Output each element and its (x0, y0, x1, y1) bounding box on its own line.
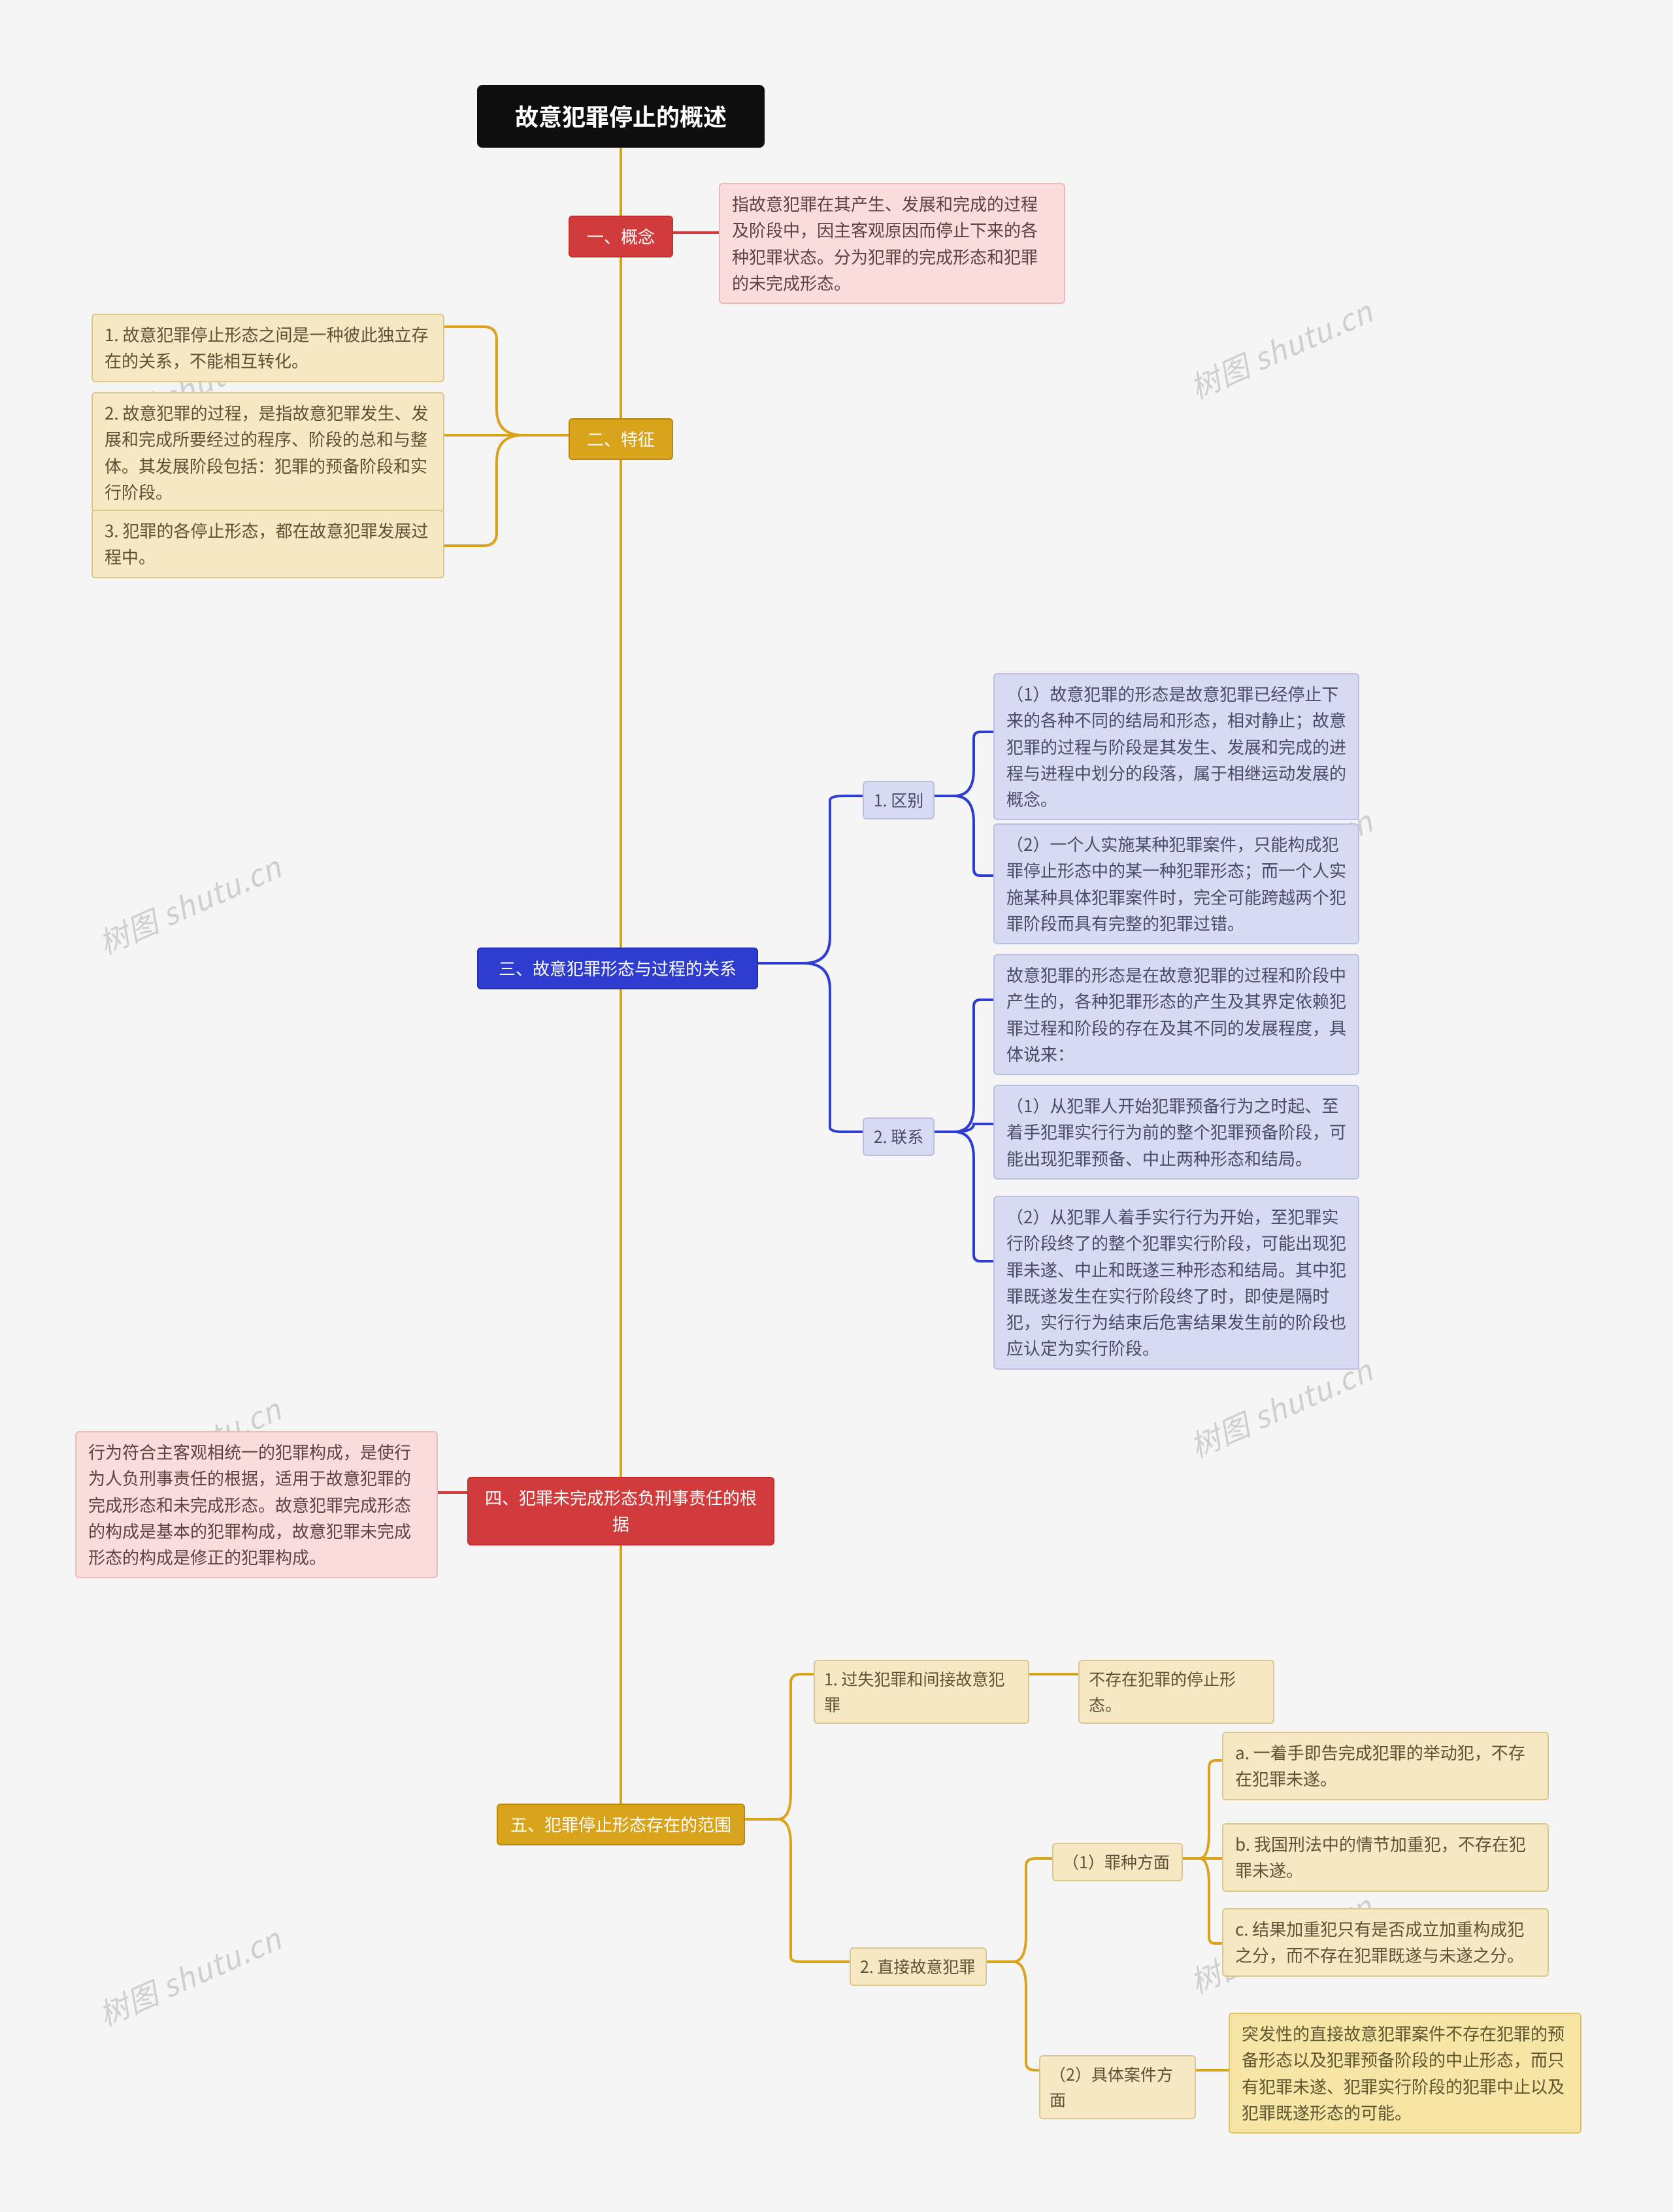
edge (444, 327, 569, 435)
section-5-scope: 五、犯罪停止形态存在的范围 (497, 1804, 745, 1845)
card-3a2: （2）一个人实施某种犯罪案件，只能构成犯罪停止形态中的某一种犯罪形态；而一个人实… (993, 823, 1359, 944)
edge (758, 963, 863, 1132)
edge (444, 435, 569, 546)
card-3b1: （1）从犯罪人开始犯罪预备行为之时起、至着手犯罪实行行为前的整个犯罪预备阶段，可… (993, 1085, 1359, 1180)
section-1-concept: 一、概念 (569, 216, 673, 257)
section-3-relation: 三、故意犯罪形态与过程的关系 (477, 948, 758, 989)
edge (758, 796, 863, 963)
edge (935, 1124, 993, 1132)
edge (935, 1000, 993, 1132)
watermark-text: 树图 shutu.cn (91, 844, 288, 963)
card-3b2: （2）从犯罪人着手实行行为开始，至犯罪实行阶段终了的整个犯罪实行阶段，可能出现犯… (993, 1196, 1359, 1370)
edge (935, 1132, 993, 1261)
card-2b: 2. 故意犯罪的过程，是指故意犯罪发生、发展和完成所要经过的程序、阶段的总和与整… (91, 392, 444, 513)
edge (935, 732, 993, 796)
card-1a: 指故意犯罪在其产生、发展和完成的过程及阶段中，因主客观原因而停止下来的各种犯罪状… (719, 183, 1065, 304)
card-5b1a: a. 一着手即告完成犯罪的举动犯，不存在犯罪未遂。 (1222, 1732, 1549, 1800)
section-2-features: 二、特征 (569, 418, 673, 460)
card-5b1b: b. 我国刑法中的情节加重犯，不存在犯罪未遂。 (1222, 1823, 1549, 1892)
node-5a: 1. 过失犯罪和间接故意犯罪 (814, 1660, 1029, 1724)
edge (745, 1674, 814, 1819)
node-3b-connection: 2. 联系 (863, 1117, 935, 1156)
card-3b0: 故意犯罪的形态是在故意犯罪的过程和阶段中产生的，各种犯罪形态的产生及其界定依赖犯… (993, 954, 1359, 1075)
card-3a1: （1）故意犯罪的形态是故意犯罪已经停止下来的各种不同的结局和形态，相对静止；故意… (993, 673, 1359, 820)
watermark-text: 树图 shutu.cn (1183, 289, 1380, 408)
node-5b: 2. 直接故意犯罪 (850, 1947, 987, 1986)
node-5b2: （2）具体案件方面 (1039, 2055, 1196, 2119)
card-4a: 行为符合主客观相统一的犯罪构成，是使行为人负刑事责任的根据，适用于故意犯罪的完成… (75, 1431, 438, 1578)
card-2a: 1. 故意犯罪停止形态之间是一种彼此独立存在的关系，不能相互转化。 (91, 314, 444, 382)
card-2c: 3. 犯罪的各停止形态，都在故意犯罪发展过程中。 (91, 510, 444, 578)
edge (745, 1819, 850, 1962)
edge (987, 1962, 1039, 2070)
edge (1183, 1858, 1222, 1943)
edge (1183, 1760, 1222, 1858)
root-title: 故意犯罪停止的概述 (477, 85, 765, 148)
node-3a-difference: 1. 区别 (863, 781, 935, 819)
section-4-basis: 四、犯罪未完成形态负刑事责任的根据 (467, 1477, 774, 1545)
watermark-text: 树图 shutu.cn (91, 1916, 288, 2035)
card-5b1c: c. 结果加重犯只有是否成立加重构成犯之分，而不存在犯罪既遂与未遂之分。 (1222, 1908, 1549, 1977)
edge (987, 1858, 1052, 1962)
card-5b2a: 突发性的直接故意犯罪案件不存在犯罪的预备形态以及犯罪预备阶段的中止形态，而只有犯… (1229, 2013, 1582, 2134)
card-5a1: 不存在犯罪的停止形态。 (1078, 1660, 1274, 1724)
edge (935, 796, 993, 876)
node-5b1: （1）罪种方面 (1052, 1843, 1183, 1881)
